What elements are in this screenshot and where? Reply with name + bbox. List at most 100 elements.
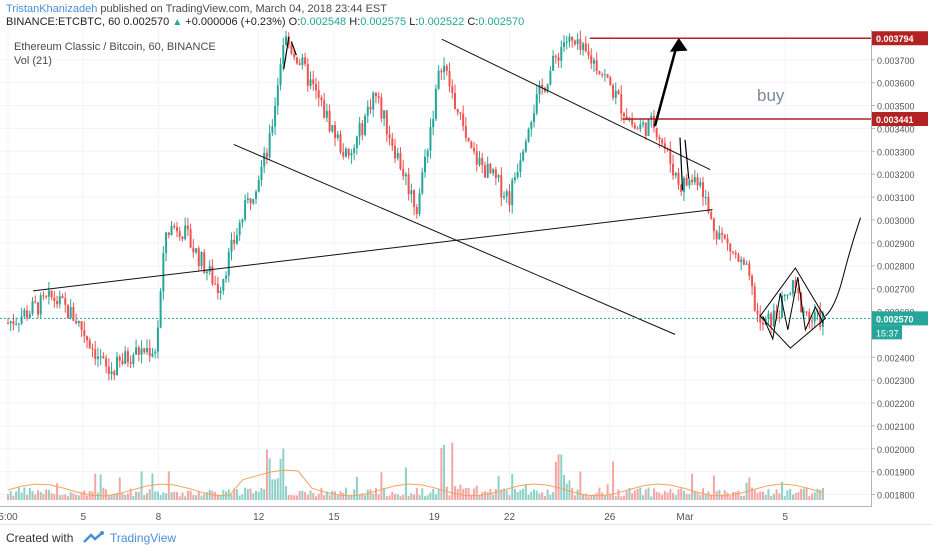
volume-bar <box>146 493 149 500</box>
candle-body <box>489 163 492 174</box>
candle-body <box>522 151 525 161</box>
candle-body <box>688 179 691 186</box>
y-tick-label: 0.002100 <box>877 422 915 432</box>
author-link[interactable]: TristanKhanizadeh <box>6 3 98 15</box>
candle-body <box>821 312 824 327</box>
candle-body <box>704 196 707 198</box>
candle-body <box>712 218 715 232</box>
candle-body <box>527 128 530 142</box>
candle-body <box>175 227 178 232</box>
volume-bar <box>778 493 781 500</box>
y-tick-label: 0.003100 <box>877 193 915 203</box>
candle-body <box>606 74 609 78</box>
volume-bar <box>821 487 824 500</box>
volume-bar <box>293 495 296 500</box>
volume-bar <box>802 488 805 500</box>
last-price: 0.002570 <box>123 16 170 28</box>
volume-bar <box>173 491 176 500</box>
volume-bar <box>312 492 315 500</box>
candle-body <box>440 70 443 73</box>
candle-body <box>165 232 168 254</box>
volume-bar <box>385 496 388 500</box>
volume-bar <box>404 467 407 500</box>
candle-body <box>151 353 154 357</box>
price-chart[interactable]: 0.003700 0.003600 0.003500 0.003400 0.003300… <box>0 30 932 524</box>
volume-bar <box>369 489 372 500</box>
candle-body <box>268 132 271 158</box>
candle-body <box>39 295 42 315</box>
resistance-tag-upper: 0.003794 <box>876 34 914 44</box>
volume-bar <box>175 491 178 500</box>
candle-body <box>590 55 593 64</box>
candle-body <box>306 64 309 86</box>
candle-body <box>791 280 794 294</box>
volume-bar <box>819 489 822 500</box>
volume-bar <box>688 494 691 500</box>
pattern-bracket <box>283 36 297 69</box>
candle-body <box>721 232 724 235</box>
volume-bar <box>797 492 800 500</box>
candle-body <box>20 316 23 324</box>
volume-bar <box>402 494 405 500</box>
candle-body <box>146 348 149 353</box>
volume-bar <box>742 495 745 500</box>
candle-body <box>301 57 304 65</box>
y-tick-label: 0.003700 <box>877 56 915 66</box>
time-axis[interactable]: 5:00 5 8 12 15 19 22 26 Mar 5 <box>0 512 789 523</box>
candle-body <box>609 77 612 86</box>
volume-bar <box>552 492 555 500</box>
volume-bar <box>53 493 56 500</box>
candle-body <box>156 327 159 352</box>
volume-bar <box>473 488 476 500</box>
candle-body <box>222 278 225 291</box>
candle-body <box>434 88 437 120</box>
volume-bar <box>287 495 290 500</box>
candle-body <box>418 193 421 215</box>
candle-body <box>622 113 625 117</box>
volume-bar <box>83 490 86 500</box>
candle-body <box>781 295 784 318</box>
volume-bar <box>96 492 99 500</box>
volume-bar <box>601 492 604 500</box>
candle-body <box>249 198 252 204</box>
volume-bar <box>135 491 138 500</box>
candle-body <box>473 148 476 152</box>
volume-bar <box>475 485 478 500</box>
volume-bar <box>282 448 285 500</box>
volume-bar <box>494 489 497 500</box>
candle-body <box>295 57 298 64</box>
volume-bar <box>800 488 803 500</box>
tradingview-logo-icon[interactable] <box>82 530 106 546</box>
candle-body <box>576 39 579 45</box>
candle-body <box>467 137 470 142</box>
volume-bar <box>361 493 364 500</box>
candle-body <box>426 150 429 157</box>
volume-bar <box>516 492 519 500</box>
candle-body <box>252 198 255 204</box>
candle-body <box>233 239 236 244</box>
volume-bar <box>366 489 369 500</box>
tradingview-brand-link[interactable]: TradingView <box>110 531 177 545</box>
volume-bar <box>189 490 192 500</box>
volume-bar <box>655 491 658 500</box>
candle-body <box>595 60 598 72</box>
volume-bar <box>652 488 655 500</box>
y-tick-label: 0.003200 <box>877 170 915 180</box>
x-tick-label: 15 <box>328 512 340 523</box>
volume-bar <box>107 495 110 500</box>
volume-bar <box>592 494 595 500</box>
volume-bar <box>186 490 189 500</box>
countdown-tag: 15:37 <box>876 328 899 338</box>
volume-bar <box>320 488 323 500</box>
volume-bar <box>786 490 789 500</box>
candle-body <box>99 356 102 358</box>
volume-bar <box>459 484 462 500</box>
volume-bar <box>636 488 639 500</box>
candle-body <box>298 63 301 65</box>
candle-body <box>535 94 538 114</box>
price-change: +0.000006 (+0.23%) <box>185 16 286 28</box>
candle-body <box>178 231 181 237</box>
volume-bar <box>756 492 759 500</box>
volume-bar <box>110 495 113 500</box>
volume-bar <box>612 461 615 500</box>
